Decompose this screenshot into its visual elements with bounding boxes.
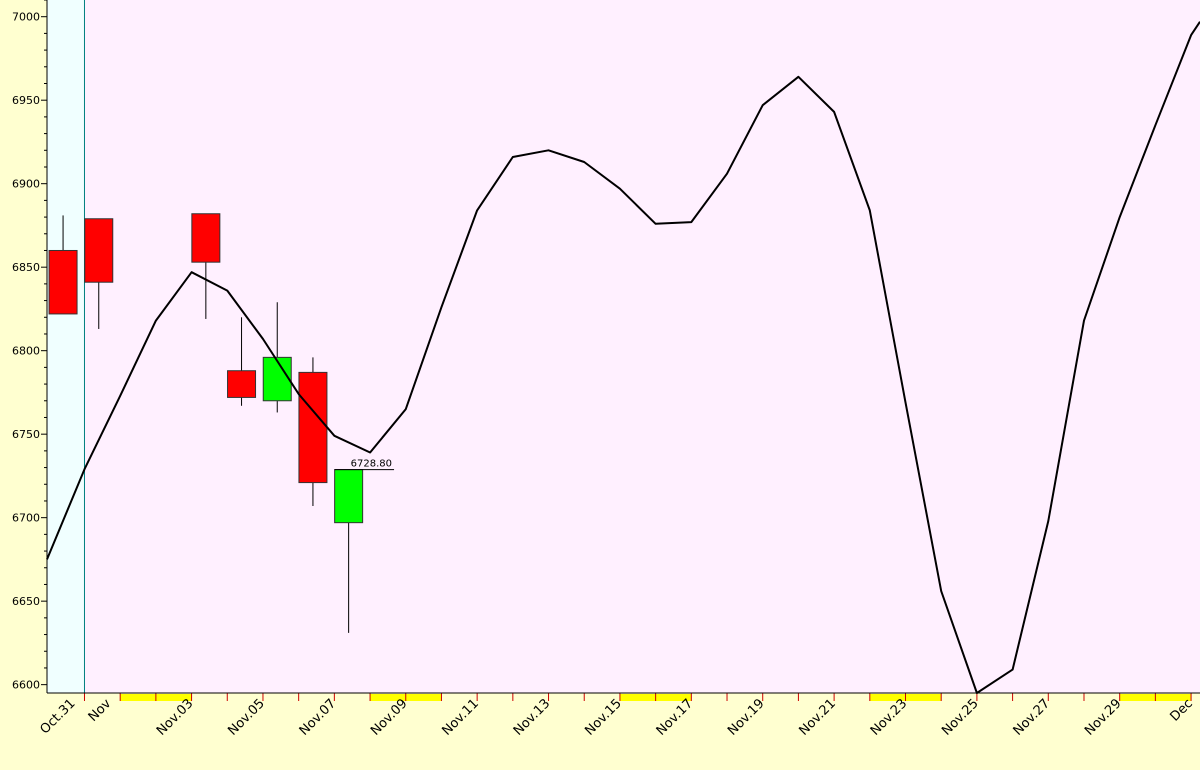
candle-body — [84, 218, 114, 283]
y-tick-label: 6950 — [12, 94, 40, 107]
y-tick-label: 6900 — [12, 178, 40, 191]
candle-body — [262, 356, 292, 402]
candles — [48, 213, 364, 633]
series-line — [46, 21, 1200, 694]
y-tick-label: 6700 — [12, 512, 40, 525]
candle-body — [48, 249, 78, 315]
y-axis: 6600 6650 6700 6750 6800 6850 6900 6950 7000 — [12, 0, 47, 692]
last-price-label: 6728.80 — [351, 459, 392, 470]
candle-body — [298, 371, 328, 484]
y-tick-label: 6750 — [12, 428, 40, 441]
candle-body — [334, 469, 364, 524]
highlight-band — [47, 0, 85, 693]
y-tick-label: 7000 — [12, 11, 40, 24]
y-tick-label: 6850 — [12, 261, 40, 274]
highlight-region — [47, 0, 85, 693]
candle-body — [227, 370, 257, 398]
y-tick-label: 6600 — [12, 679, 40, 692]
price-line — [46, 21, 1200, 694]
y-tick-label: 6800 — [12, 345, 40, 358]
plot-background — [47, 0, 1200, 693]
candle-body — [191, 213, 221, 263]
y-tick-label: 6650 — [12, 595, 40, 608]
last-price-marker: 6728.80 — [334, 459, 395, 471]
